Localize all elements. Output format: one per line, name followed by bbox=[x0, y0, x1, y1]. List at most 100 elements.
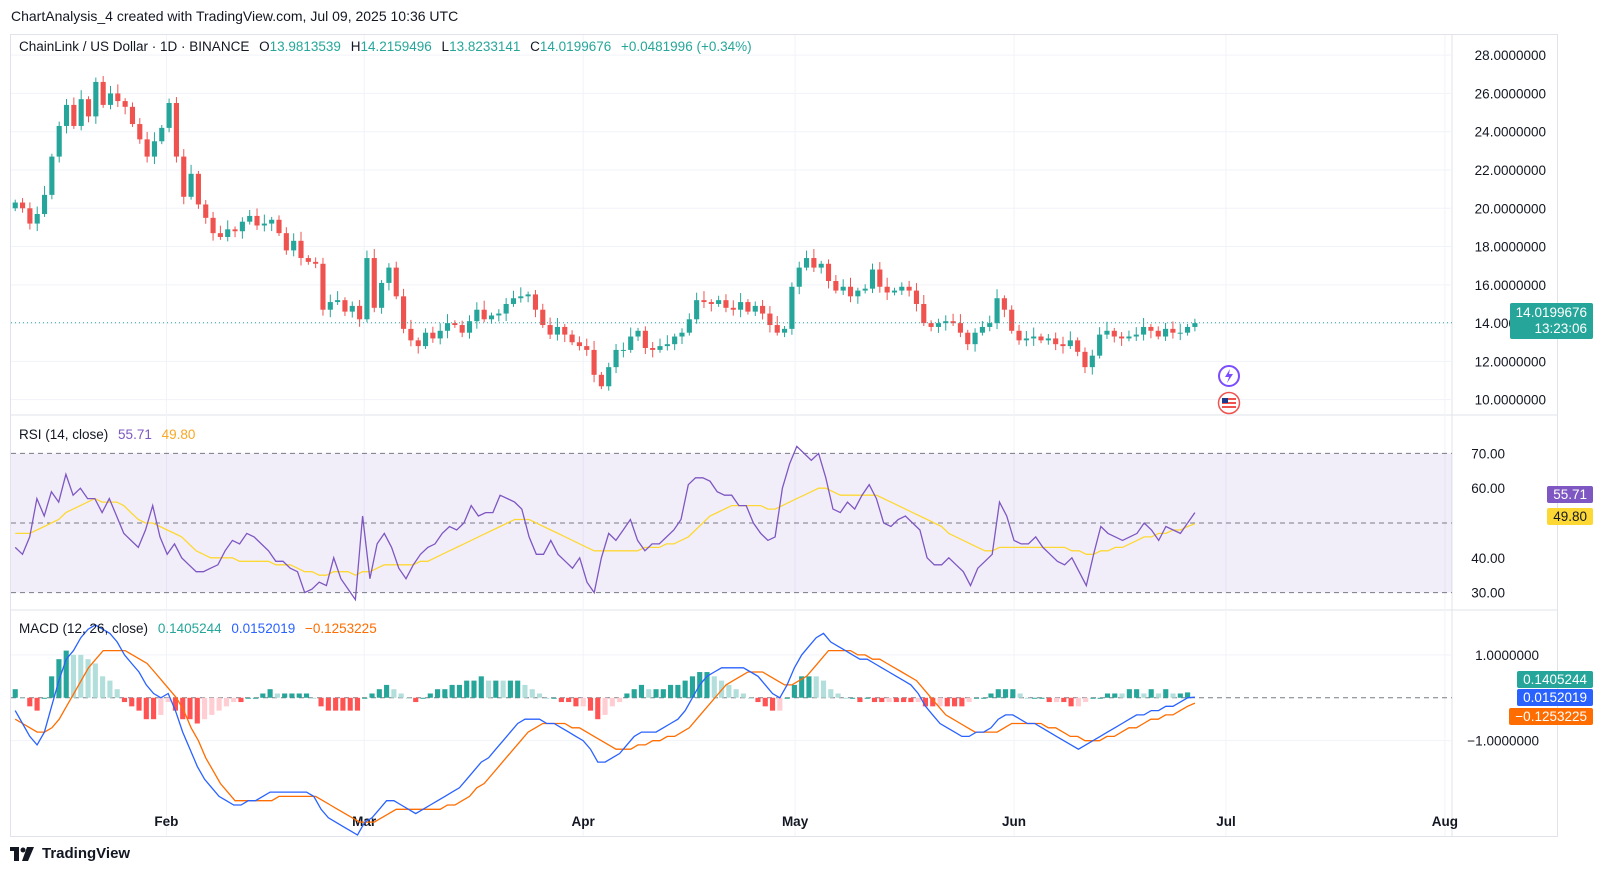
flash-icon[interactable] bbox=[1217, 364, 1240, 387]
macd-histogram-bar bbox=[442, 689, 448, 698]
macd-histogram-bar bbox=[901, 697, 907, 703]
candle-body bbox=[1089, 355, 1095, 368]
candle-body bbox=[913, 290, 920, 304]
us-flag-icon[interactable] bbox=[1217, 391, 1241, 415]
macd-histogram-bar bbox=[405, 697, 412, 699]
candle-body bbox=[686, 319, 692, 333]
macd-signal-value: −0.1253225 bbox=[305, 621, 377, 636]
macd-histogram-bar bbox=[966, 697, 972, 703]
macd-line bbox=[14, 624, 1195, 836]
candle-body bbox=[642, 330, 648, 349]
price-tick-label: 10.0000000 bbox=[1475, 393, 1546, 408]
macd-histogram-bar bbox=[595, 697, 601, 720]
candle-body bbox=[386, 267, 392, 283]
macd-histogram-bar bbox=[1170, 693, 1176, 698]
macd-histogram-bar bbox=[435, 689, 441, 698]
candle-body bbox=[49, 156, 55, 195]
candle-body bbox=[1031, 336, 1037, 339]
candle-body bbox=[518, 296, 524, 299]
macd-signal-line bbox=[14, 649, 1196, 823]
candle-body bbox=[1082, 351, 1088, 368]
candle-body bbox=[1067, 340, 1073, 347]
candle-body bbox=[745, 302, 751, 312]
candle-body bbox=[1023, 338, 1029, 341]
candle-body bbox=[1045, 338, 1051, 341]
macd-histogram-bar bbox=[908, 697, 914, 703]
macd-histogram-bar bbox=[1185, 692, 1191, 698]
macd-histogram-bar bbox=[209, 697, 215, 715]
candle-body bbox=[481, 309, 487, 320]
symbol-label[interactable]: ChainLink / US Dollar · 1D · BINANCE bbox=[19, 39, 250, 54]
macd-histogram-bar bbox=[893, 697, 899, 703]
tradingview-logo[interactable]: TradingView bbox=[10, 845, 130, 862]
candle-body bbox=[613, 349, 619, 368]
x-tick-label: Jul bbox=[1216, 814, 1236, 829]
macd-histogram-bar bbox=[245, 697, 251, 699]
macd-histogram-bar bbox=[260, 693, 266, 698]
macd-histogram-bar bbox=[223, 697, 229, 707]
candle-body bbox=[943, 321, 949, 324]
candle-body bbox=[93, 81, 99, 117]
candle-body bbox=[767, 313, 773, 326]
macd-histogram-bar bbox=[318, 697, 324, 707]
macd-histogram-bar bbox=[49, 676, 55, 698]
candle-body bbox=[891, 290, 898, 293]
macd-histogram-bar bbox=[529, 689, 535, 698]
macd-histogram-bar bbox=[930, 697, 936, 707]
macd-histogram-bar bbox=[464, 680, 470, 698]
macd-histogram-bar bbox=[333, 697, 339, 711]
candle-body bbox=[738, 302, 744, 310]
macd-histogram-bar bbox=[1148, 689, 1154, 698]
candle-body bbox=[327, 302, 333, 310]
change-value: +0.0481996 (+0.34%) bbox=[621, 39, 752, 54]
rsi-value: 55.71 bbox=[118, 427, 152, 442]
candle-body bbox=[430, 332, 436, 339]
candle-body bbox=[847, 286, 854, 297]
macd-histogram-bar bbox=[864, 697, 870, 699]
macd-histogram-bar bbox=[151, 697, 157, 720]
close-value: C14.0199676 bbox=[530, 39, 612, 54]
candle-body bbox=[562, 326, 568, 335]
candle-body bbox=[803, 258, 810, 268]
macd-histogram-bar bbox=[668, 684, 674, 698]
candle-body bbox=[173, 102, 179, 157]
macd-histogram-bar bbox=[165, 697, 171, 703]
candle-body bbox=[972, 332, 978, 345]
macd-title[interactable]: MACD (12, 26, close) bbox=[19, 621, 149, 636]
candle-body bbox=[115, 93, 121, 102]
candle-body bbox=[1184, 326, 1191, 333]
candle-body bbox=[195, 173, 201, 205]
macd-histogram-bar bbox=[1177, 693, 1183, 698]
price-tick-label: 22.0000000 bbox=[1475, 163, 1546, 178]
candle-body bbox=[203, 204, 209, 218]
macd-histogram-bar bbox=[653, 689, 659, 698]
candle-body bbox=[774, 325, 780, 333]
candle-body bbox=[1104, 330, 1110, 335]
macd-histogram-bar bbox=[835, 693, 841, 698]
macd-histogram-bar bbox=[427, 693, 433, 698]
candle-body bbox=[796, 267, 802, 287]
macd-histogram-bar bbox=[959, 697, 965, 707]
macd-histogram-bar bbox=[289, 693, 295, 698]
macd-histogram-bar bbox=[325, 697, 331, 711]
macd-histogram-bar bbox=[1104, 693, 1111, 698]
candle-body bbox=[357, 305, 363, 320]
candle-body bbox=[488, 315, 495, 320]
macd-histogram-bar bbox=[675, 684, 681, 698]
rsi-title[interactable]: RSI (14, close) bbox=[19, 427, 109, 442]
macd-histogram-bar bbox=[1126, 689, 1132, 698]
macd-legend: MACD (12, 26, close) 0.1405244 0.0152019… bbox=[19, 621, 383, 636]
macd-histogram-bar bbox=[376, 689, 382, 698]
macd-histogram-bar bbox=[704, 672, 710, 698]
macd-histogram-bar bbox=[762, 697, 768, 707]
candle-body bbox=[540, 309, 546, 326]
candle-body bbox=[701, 300, 707, 303]
macd-histogram-bar bbox=[602, 697, 608, 715]
macd-histogram-bar bbox=[1075, 697, 1081, 707]
candle-body bbox=[261, 223, 267, 226]
candle-body bbox=[100, 81, 106, 105]
rsi-ma-line bbox=[15, 487, 1196, 576]
candle-body bbox=[496, 313, 502, 316]
macd-histogram-bar bbox=[536, 693, 543, 698]
